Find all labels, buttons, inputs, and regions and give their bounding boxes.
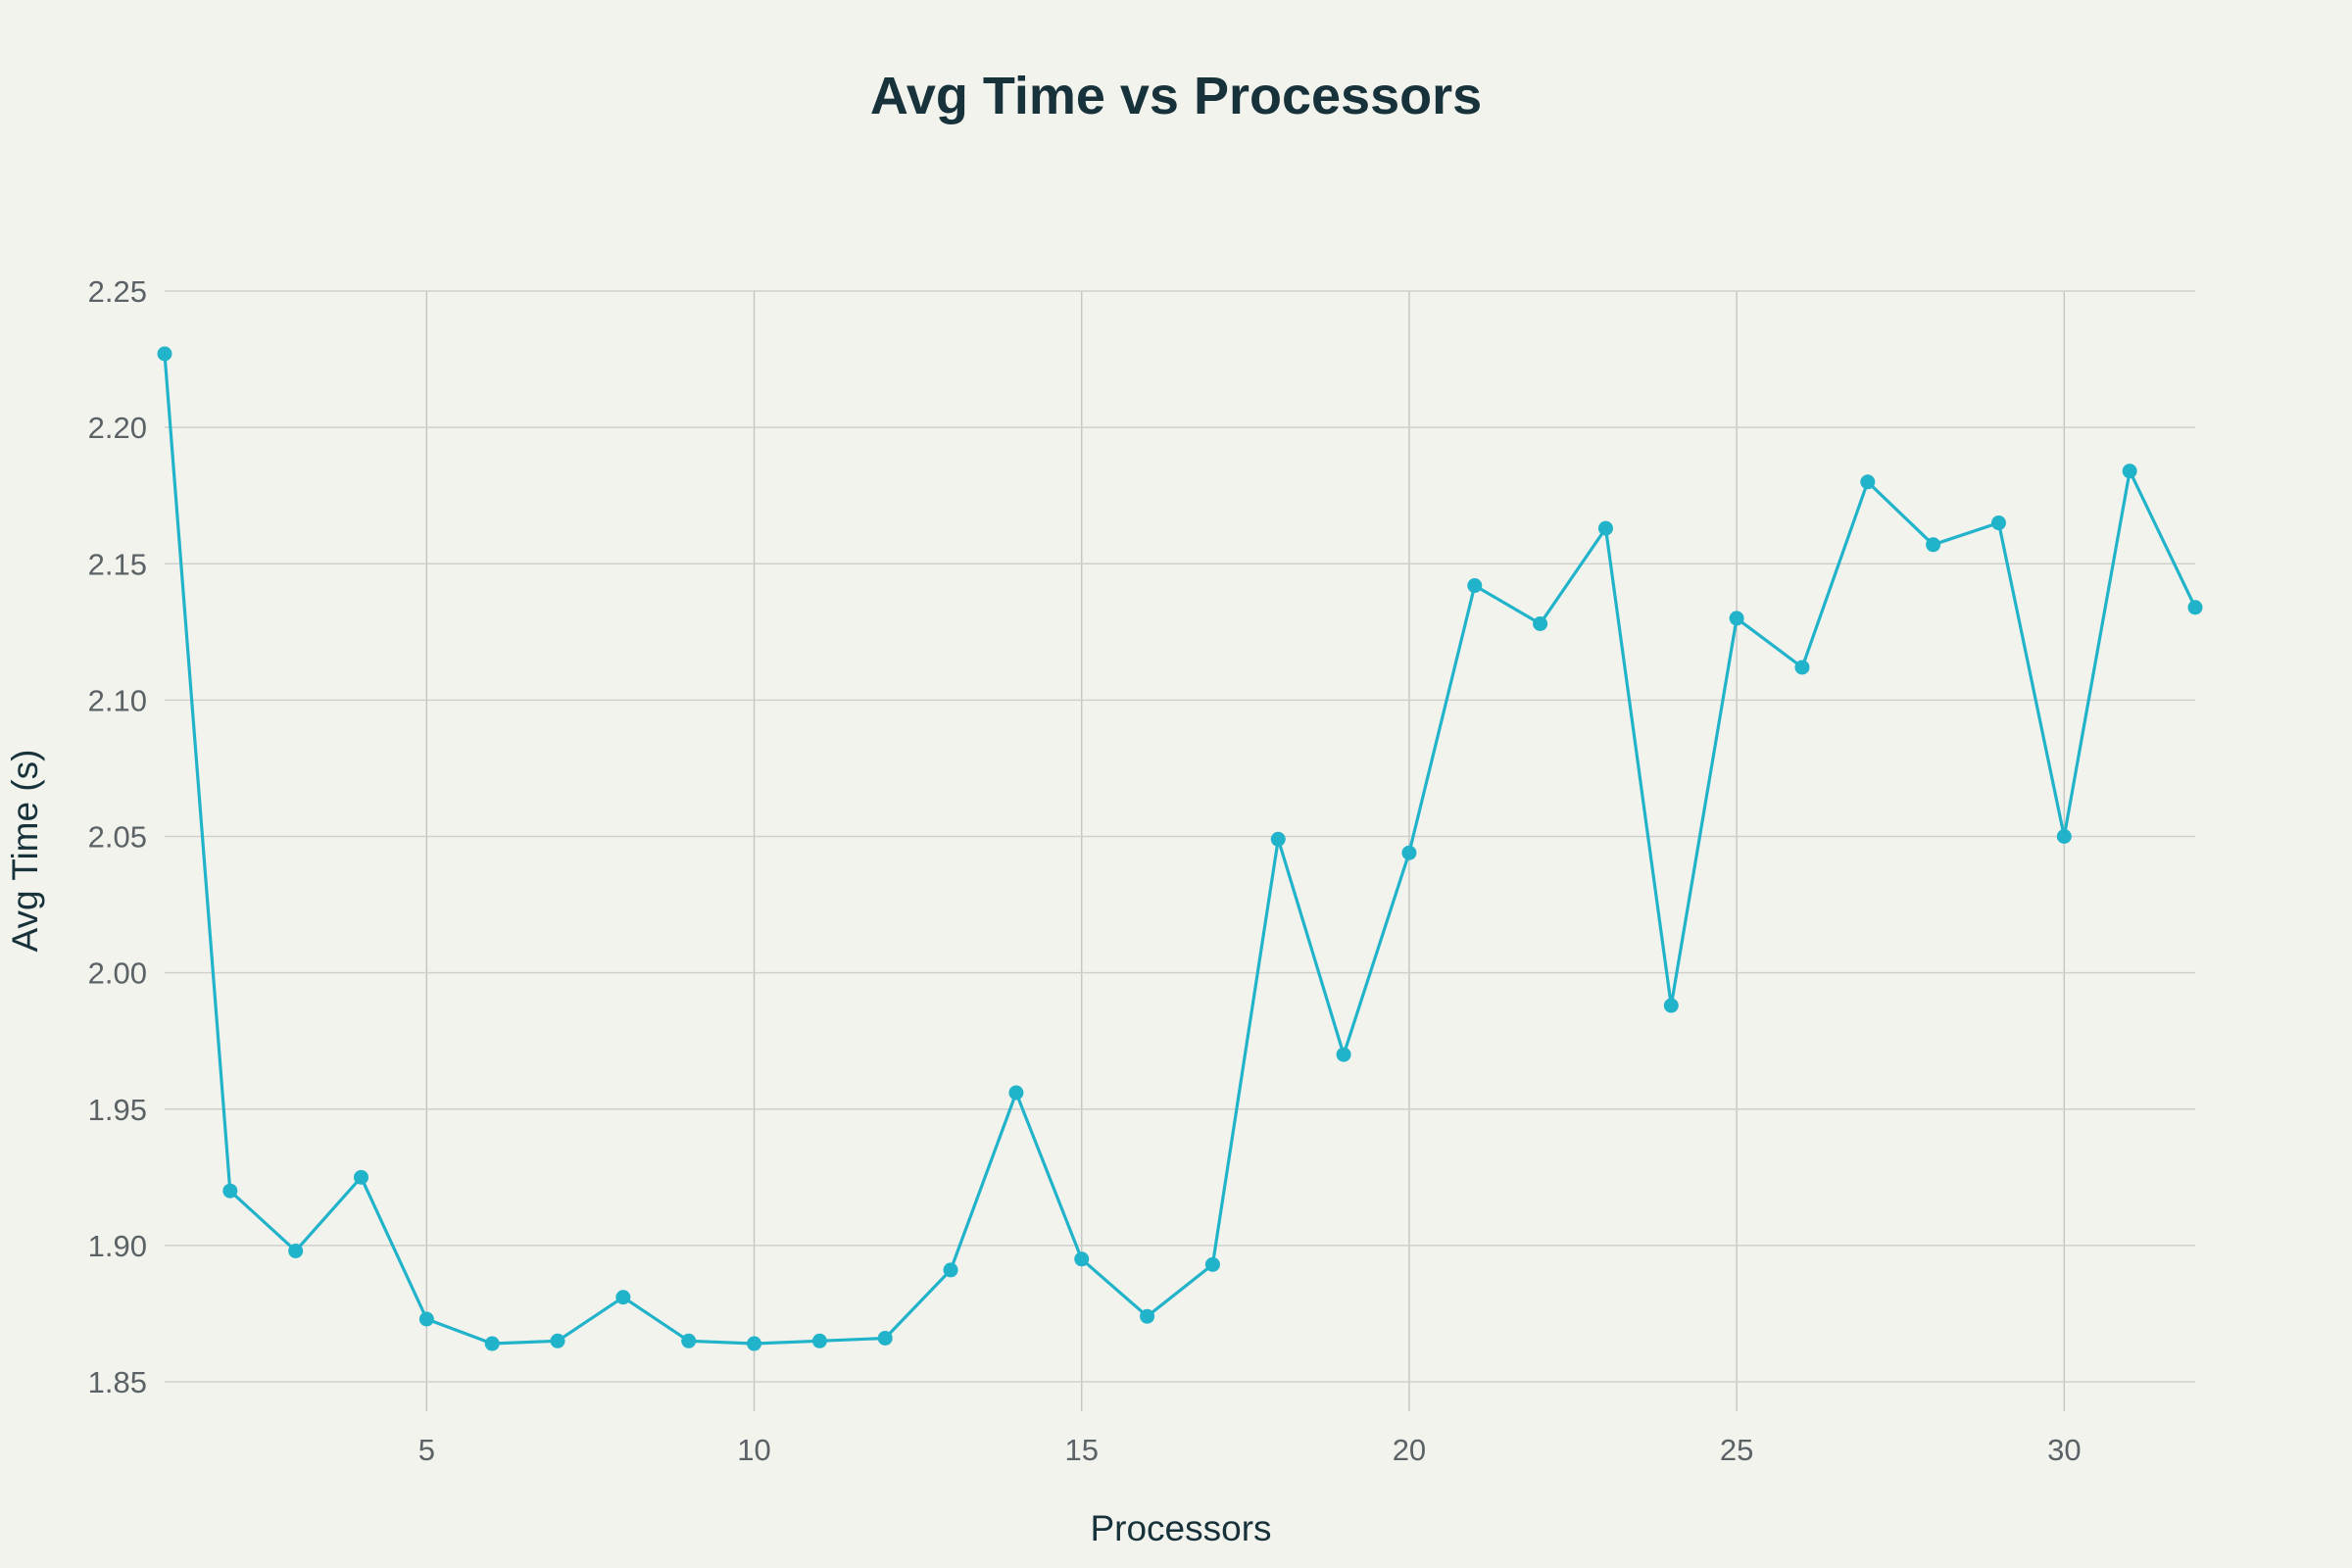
data-point <box>1204 1256 1220 1272</box>
data-point <box>747 1336 762 1351</box>
data-point <box>615 1290 631 1305</box>
data-point <box>681 1333 697 1348</box>
data-point <box>1140 1308 1155 1324</box>
vertical-gridlines <box>425 291 2066 1411</box>
x-tick-label: 20 <box>1393 1433 1426 1467</box>
y-tick-label: 2.20 <box>88 411 147 445</box>
x-tick-label: 25 <box>1720 1433 1753 1467</box>
data-point <box>1860 474 1876 490</box>
data-point <box>1467 578 1483 594</box>
data-point <box>1597 520 1613 536</box>
y-tick-label: 2.25 <box>88 274 147 309</box>
x-tick-label: 15 <box>1064 1433 1098 1467</box>
data-point <box>157 346 172 362</box>
data-point <box>1336 1047 1351 1062</box>
y-tick-label: 2.05 <box>88 820 147 855</box>
chart-title: Avg Time vs Processors <box>870 67 1482 125</box>
data-point <box>550 1333 565 1348</box>
x-tick-label: 5 <box>418 1433 435 1467</box>
data-point <box>1926 537 1941 553</box>
y-tick-label: 1.85 <box>88 1365 147 1399</box>
data-point <box>288 1243 304 1258</box>
y-axis-title: Avg Time (s) <box>5 750 45 953</box>
data-point <box>418 1311 434 1327</box>
data-point <box>1401 845 1417 860</box>
data-point <box>1074 1251 1090 1267</box>
y-tick-label: 2.15 <box>88 547 147 581</box>
x-tick-label: 30 <box>2047 1433 2081 1467</box>
data-point <box>943 1262 958 1278</box>
data-point <box>1008 1085 1024 1101</box>
data-point <box>1663 998 1679 1013</box>
data-point <box>1270 831 1286 847</box>
horizontal-gridlines <box>165 290 2195 1383</box>
y-tick-label: 2.10 <box>88 683 147 717</box>
x-axis-ticks: 5 10 15 20 25 30 <box>418 1433 2082 1467</box>
y-tick-label: 1.95 <box>88 1093 147 1127</box>
data-point <box>484 1336 500 1351</box>
data-point <box>354 1169 369 1185</box>
series-line <box>163 353 2197 1346</box>
series-group <box>157 346 2203 1351</box>
data-point <box>2187 600 2203 615</box>
y-tick-label: 2.00 <box>88 956 147 991</box>
data-point <box>2056 829 2072 844</box>
data-point <box>222 1183 238 1199</box>
y-tick-label: 1.90 <box>88 1229 147 1263</box>
data-point <box>1729 611 1744 626</box>
data-point <box>1533 615 1548 631</box>
data-point <box>1990 515 2006 531</box>
data-point <box>2122 464 2137 479</box>
data-point <box>877 1330 893 1346</box>
y-axis-ticks: 1.85 1.90 1.95 2.00 2.05 2.10 2.15 2.20 2.25 <box>88 274 147 1399</box>
x-tick-label: 10 <box>737 1433 770 1467</box>
data-point <box>1794 660 1810 675</box>
x-axis-title: Processors <box>1090 1508 1271 1548</box>
data-point <box>811 1333 827 1348</box>
